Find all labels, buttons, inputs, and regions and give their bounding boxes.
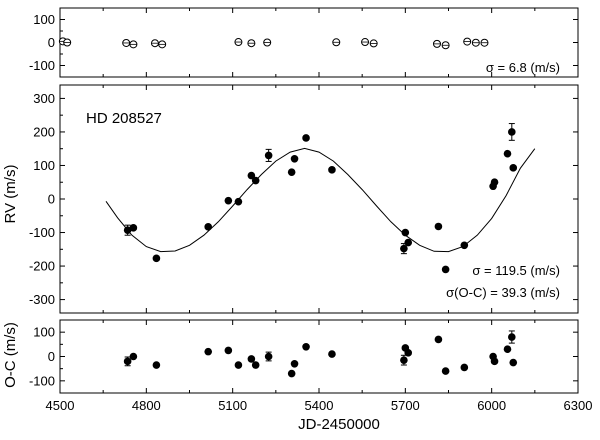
x-tick-label: 4500 <box>46 398 75 413</box>
residual-top-panel: -100 0 100 <box>29 7 579 78</box>
data-point <box>152 361 161 369</box>
data-point <box>503 345 512 354</box>
y-tick-label: 100 <box>33 325 55 340</box>
y-tick-label: 0 <box>48 349 55 364</box>
data-point <box>152 254 161 263</box>
data-point <box>460 363 469 372</box>
top-sigma-annotation: σ = 6.8 (m/s) <box>486 60 560 75</box>
panel-frame <box>59 319 579 394</box>
data-point <box>508 333 516 341</box>
fit-curve <box>105 147 536 253</box>
data-point <box>290 360 299 368</box>
data-point <box>234 361 243 369</box>
data-point <box>264 151 273 160</box>
data-point <box>490 178 499 187</box>
data-point <box>460 241 469 250</box>
chart-title: HD 208527 <box>86 110 162 127</box>
data-point <box>234 197 243 206</box>
x-axis-label: JD-2450000 <box>298 416 380 433</box>
data-point <box>251 176 260 185</box>
x-tick-label: 5700 <box>391 398 420 413</box>
data-point <box>434 222 443 231</box>
y-axis-label-oc: O-C (m/s) <box>2 322 19 388</box>
y-tick-label: -200 <box>29 259 55 274</box>
data-point <box>509 358 518 367</box>
data-point <box>123 357 132 366</box>
y-axis-label-rv: RV (m/s) <box>2 165 19 224</box>
data-point <box>251 361 260 369</box>
data-point <box>503 149 512 158</box>
x-tick-label: 6300 <box>564 398 593 413</box>
data-point <box>264 352 273 361</box>
data-point <box>302 342 310 351</box>
y-tick-label: -100 <box>29 373 55 388</box>
x-tick-label: 5100 <box>218 398 247 413</box>
data-point <box>441 367 450 375</box>
data-point <box>441 265 450 274</box>
data-point <box>302 134 310 142</box>
data-point <box>204 347 213 356</box>
x-tick-label: 6000 <box>477 398 506 413</box>
y-tick-label: 100 <box>33 158 55 173</box>
y-tick-label: 0 <box>48 35 55 50</box>
data-point <box>404 349 413 357</box>
y-tick-label: -100 <box>29 58 55 73</box>
data-point <box>129 224 138 232</box>
data-point <box>400 356 408 364</box>
data-point <box>224 346 233 355</box>
data-point <box>401 228 410 237</box>
data-point <box>434 335 443 344</box>
rv-main-panel: -300 -200 -100 0 100 200 300 <box>29 84 579 314</box>
data-point <box>490 357 499 366</box>
data-point <box>247 355 256 363</box>
data-point <box>509 164 518 172</box>
data-point <box>508 128 516 136</box>
middle-sigma-oc-annotation: σ(O-C) = 39.3 (m/s) <box>446 285 560 300</box>
y-tick-label: 100 <box>33 12 55 27</box>
data-point <box>400 244 408 253</box>
data-point <box>404 238 413 247</box>
y-tick-label: 0 <box>48 192 55 207</box>
data-point <box>287 369 296 378</box>
data-point <box>290 154 299 163</box>
data-point <box>247 171 256 180</box>
y-tick-label: -300 <box>29 292 55 307</box>
middle-sigma-annotation: σ = 119.5 (m/s) <box>472 263 560 278</box>
y-tick-label: 300 <box>33 91 55 106</box>
x-tick-label: 5400 <box>305 398 334 413</box>
x-tick-label: 4800 <box>132 398 161 413</box>
data-point <box>224 196 233 205</box>
data-point <box>129 352 138 361</box>
data-point <box>123 226 132 234</box>
y-tick-label: 200 <box>33 124 55 139</box>
data-point <box>328 166 336 174</box>
y-tick-label: -100 <box>29 225 55 240</box>
o-c-bottom-panel: -100 0 100 4500 4800 5100 5400 5700 6000 6300 <box>29 319 593 413</box>
data-point <box>287 168 296 176</box>
data-point <box>204 223 213 231</box>
data-point <box>328 350 336 358</box>
